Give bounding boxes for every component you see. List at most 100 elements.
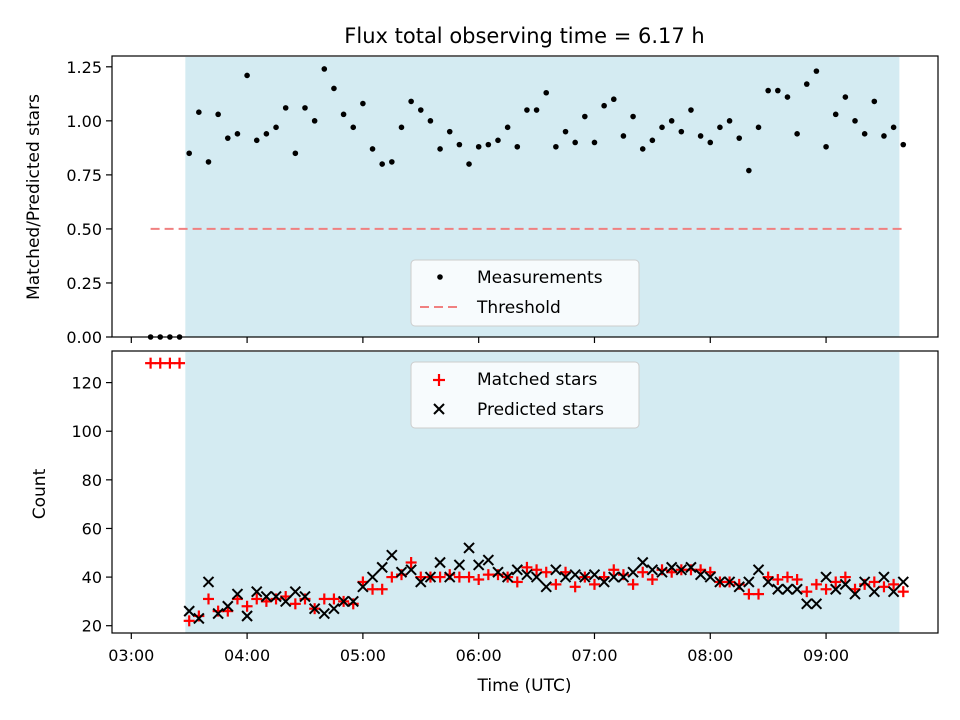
measurement-point bbox=[495, 137, 501, 144]
legend-matched-marker bbox=[433, 374, 445, 386]
y-tick-label: 40 bbox=[82, 568, 102, 587]
predicted-stars-point bbox=[704, 571, 716, 583]
predicted-stars-point bbox=[849, 588, 861, 600]
predicted-stars-point bbox=[559, 571, 572, 583]
predicted-stars-point bbox=[347, 595, 359, 608]
legend-measurement-marker bbox=[437, 274, 443, 280]
predicted-stars-point bbox=[810, 598, 823, 610]
matched-stars-point bbox=[637, 566, 649, 578]
predicted-stars-point bbox=[598, 576, 610, 588]
bottom-y-ticks: 20 40 60 80 100 120 bbox=[71, 374, 112, 636]
bottom-legend-box bbox=[410, 361, 640, 429]
matched-stars-point bbox=[781, 571, 793, 583]
predicted-stars-point bbox=[492, 566, 504, 578]
measurement-point bbox=[881, 133, 887, 139]
legend-threshold-label: Threshold bbox=[476, 298, 561, 318]
top-frame bbox=[111, 55, 939, 338]
matched-stars-point bbox=[830, 576, 842, 588]
measurement-point bbox=[369, 146, 376, 152]
matched-stars-point bbox=[540, 566, 552, 578]
measurement-point bbox=[389, 159, 395, 165]
predicted-stars-point bbox=[791, 583, 803, 595]
bottom-y-axis-label: Count bbox=[30, 468, 50, 519]
predicted-stars-point bbox=[202, 576, 215, 588]
predicted-stars-point bbox=[714, 576, 726, 588]
measurement-point bbox=[244, 72, 250, 79]
predicted-stars-point bbox=[279, 595, 292, 608]
y-tick-label: 1.00 bbox=[66, 112, 102, 131]
predicted-stars-point bbox=[222, 600, 234, 612]
predicted-stars-point bbox=[260, 590, 273, 603]
matched-stars-point bbox=[289, 598, 301, 610]
y-tick-label: 120 bbox=[71, 374, 102, 393]
measurement-point bbox=[273, 124, 279, 131]
measurement-point bbox=[427, 118, 434, 124]
matched-stars-point bbox=[174, 357, 186, 369]
matched-stars-point bbox=[878, 581, 890, 593]
y-tick-label: 80 bbox=[82, 471, 102, 490]
predicted-stars-point bbox=[858, 576, 871, 588]
x-axis-ticks: 03:00 04:00 05:00 06:00 07:00 08:00 09:00 bbox=[108, 337, 849, 665]
predicted-stars-point bbox=[337, 595, 350, 608]
matched-stars-point bbox=[897, 586, 909, 598]
measurement-point bbox=[215, 111, 221, 118]
matched-stars-point bbox=[463, 571, 475, 583]
predicted-stars-point bbox=[231, 588, 244, 600]
predicted-stars-point bbox=[530, 571, 543, 583]
measurement-point bbox=[861, 131, 868, 137]
measurement-point bbox=[282, 105, 289, 111]
measurement-point bbox=[601, 102, 607, 109]
predicted-stars-point bbox=[887, 585, 900, 598]
measurement-point bbox=[311, 118, 318, 124]
measurement-point bbox=[321, 66, 328, 72]
matched-stars-point bbox=[145, 357, 157, 369]
x-tick-label: 07:00 bbox=[571, 646, 617, 665]
predicted-stars-point bbox=[608, 571, 620, 583]
predicted-stars-point bbox=[289, 585, 302, 598]
matched-stars-point bbox=[453, 571, 465, 583]
measurement-point bbox=[639, 146, 646, 152]
measurement-point bbox=[533, 107, 540, 113]
measurement-point bbox=[340, 111, 347, 118]
legend-predicted-label: Predicted stars bbox=[477, 400, 604, 420]
matched-stars-point bbox=[839, 571, 851, 583]
matched-stars-point bbox=[646, 574, 658, 586]
measurement-point bbox=[803, 81, 810, 87]
predicted-stars-point bbox=[444, 571, 456, 583]
measurement-point bbox=[842, 94, 849, 100]
predicted-stars-point bbox=[395, 566, 408, 578]
predicted-stars-point bbox=[511, 564, 523, 576]
matched-stars-point bbox=[753, 588, 765, 600]
measurement-point bbox=[437, 146, 443, 152]
x-tick-label: 04:00 bbox=[224, 646, 270, 665]
matched-stars-point bbox=[588, 578, 600, 590]
predicted-stars-point bbox=[665, 561, 678, 574]
measurement-point bbox=[292, 150, 299, 157]
measurement-point bbox=[649, 137, 656, 144]
predicted-stars-point bbox=[762, 576, 774, 588]
predicted-stars-point bbox=[839, 578, 852, 591]
measurement-point bbox=[524, 107, 530, 113]
x-tick-label: 08:00 bbox=[687, 646, 733, 665]
measurement-point bbox=[813, 68, 820, 74]
matched-stars-point bbox=[434, 571, 446, 583]
matched-stars-point bbox=[550, 578, 562, 590]
measurement-point bbox=[736, 135, 743, 141]
predicted-stars-point bbox=[685, 561, 697, 574]
measurement-point bbox=[659, 124, 665, 131]
predicted-stars-point bbox=[752, 564, 765, 576]
measurement-point bbox=[765, 87, 771, 94]
y-tick-label: 0.25 bbox=[66, 274, 102, 293]
predicted-stars-point bbox=[675, 564, 688, 576]
predicted-stars-point bbox=[472, 559, 485, 571]
measurement-point bbox=[890, 124, 897, 131]
measurement-point bbox=[379, 161, 385, 167]
measurement-point bbox=[253, 137, 260, 144]
top-legend: Measurements Threshold bbox=[410, 259, 640, 327]
predicted-stars-point bbox=[579, 571, 591, 583]
predicted-stars-point bbox=[733, 581, 745, 593]
matched-stars-point bbox=[772, 574, 784, 586]
predicted-stars-point bbox=[540, 581, 552, 593]
y-tick-label: 100 bbox=[71, 422, 102, 441]
matched-stars-point bbox=[405, 557, 417, 568]
